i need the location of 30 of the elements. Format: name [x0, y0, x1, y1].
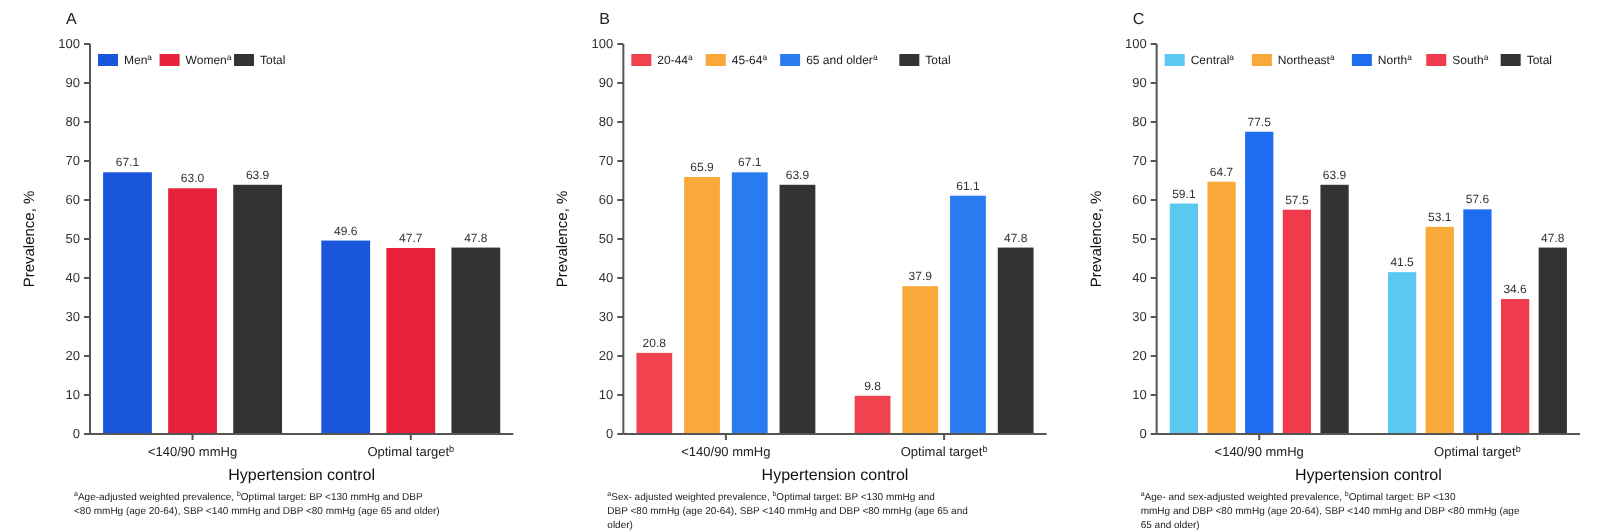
- bar: [1169, 203, 1199, 434]
- bar: [1282, 209, 1312, 434]
- bar: [386, 247, 436, 434]
- bar: [1320, 184, 1349, 434]
- x-axis-title: Hypertension control: [1294, 466, 1443, 484]
- bar: [1207, 181, 1236, 434]
- bar: [321, 240, 371, 434]
- x-axis-title: Hypertension control: [761, 466, 909, 484]
- bar: [1500, 299, 1530, 434]
- bar: [997, 247, 1034, 434]
- bar: [779, 184, 816, 434]
- chart-title: B: [599, 10, 611, 28]
- bar: [233, 184, 283, 434]
- bar: [950, 195, 986, 434]
- bar: [1538, 247, 1567, 434]
- bar: [1463, 209, 1492, 434]
- bar: [902, 286, 939, 434]
- bar: [731, 172, 768, 434]
- bar: [451, 247, 501, 434]
- bar: [636, 352, 673, 434]
- bar: [854, 395, 891, 434]
- bar: [103, 172, 152, 434]
- bar: [1425, 226, 1454, 434]
- chart-title: A: [66, 10, 78, 28]
- bar: [1245, 131, 1274, 434]
- x-axis-title: Hypertension control: [228, 466, 376, 484]
- chart-title: C: [1132, 10, 1145, 28]
- bar: [684, 176, 720, 434]
- bar: [168, 188, 217, 434]
- bar: [1387, 272, 1417, 434]
